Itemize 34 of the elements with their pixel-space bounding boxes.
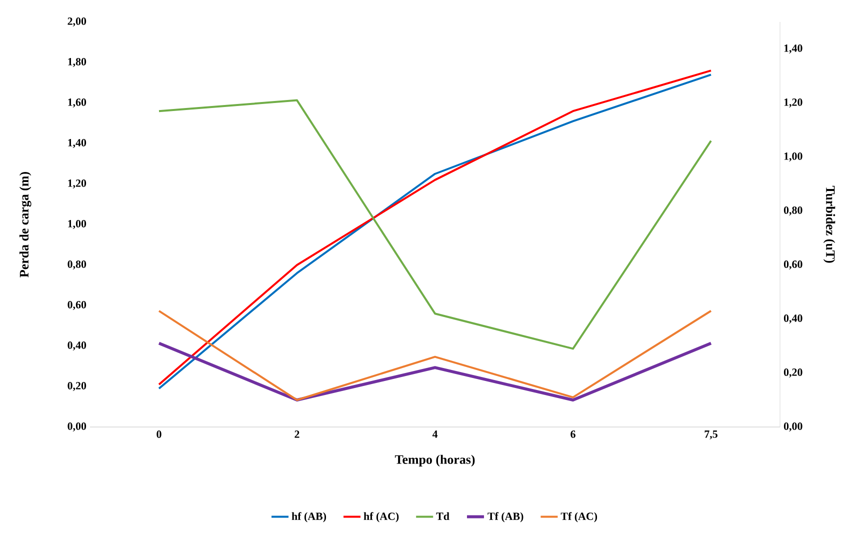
y2-tick-label: 0,00 — [784, 422, 802, 432]
y2-tick-label: 1,00 — [784, 152, 802, 162]
x-tick-label: 0 — [156, 430, 162, 438]
y-tick-label: 1,00 — [68, 220, 86, 229]
line-series — [158, 99, 712, 350]
y2-tick-label: 0,60 — [784, 260, 802, 270]
y-tick-label: 0,20 — [68, 382, 86, 391]
y2-tick-label: 0,80 — [784, 206, 802, 216]
x-axis-title: Tempo (horas) — [394, 454, 475, 467]
x-tick-label: 6 — [570, 430, 576, 438]
y-tick-label: 0,40 — [68, 342, 86, 350]
x-tick-label: 2 — [294, 430, 300, 438]
legend-label: hf (AB) — [292, 512, 326, 522]
y-tick-label: 0,80 — [68, 260, 86, 270]
legend-label: Tf (AB) — [488, 512, 524, 522]
y2-tick-label: 0,40 — [784, 314, 802, 324]
y-tick-label: 0,60 — [68, 301, 86, 310]
y-axis-title: Perda de carga (m) — [19, 172, 32, 278]
y2-tick-label: 0,20 — [784, 368, 802, 378]
y2-tick-label: 1,40 — [784, 44, 802, 54]
y-tick-label: 1,20 — [68, 180, 86, 188]
legend-label: Tf (AC) — [560, 512, 598, 522]
y-tick-label: 1,40 — [68, 139, 86, 148]
y-tick-label: 2,00 — [68, 18, 86, 26]
line-series — [158, 310, 712, 401]
legend-label: hf (AC) — [364, 512, 399, 522]
legend-label: Td — [436, 512, 450, 520]
y-tick-label: 0,00 — [68, 422, 86, 432]
x-tick-label: 4 — [432, 430, 438, 438]
y2-tick-label: 1,20 — [784, 98, 802, 108]
y2-axis-title: Turbidez (uT) — [823, 186, 836, 263]
x-tick-label: 7,5 — [704, 430, 718, 440]
y-tick-label: 1,60 — [68, 98, 86, 108]
y-tick-label: 1,80 — [68, 58, 86, 67]
